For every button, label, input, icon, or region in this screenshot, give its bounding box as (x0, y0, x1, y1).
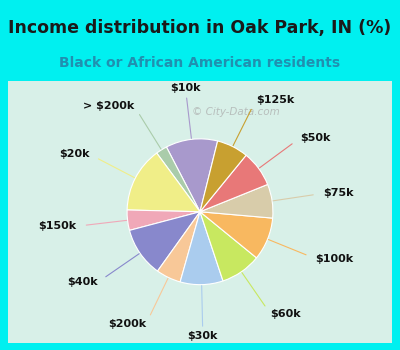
Text: $75k: $75k (323, 188, 354, 198)
Wedge shape (200, 212, 273, 258)
Wedge shape (200, 141, 246, 212)
Text: $125k: $125k (256, 96, 294, 105)
Wedge shape (166, 139, 218, 212)
Wedge shape (127, 210, 200, 230)
Text: Income distribution in Oak Park, IN (%): Income distribution in Oak Park, IN (%) (8, 19, 392, 37)
Text: $50k: $50k (300, 133, 330, 143)
Wedge shape (200, 155, 268, 212)
Text: $100k: $100k (315, 253, 354, 264)
Text: $60k: $60k (271, 309, 301, 319)
Text: $30k: $30k (188, 331, 218, 341)
Wedge shape (130, 212, 200, 271)
Wedge shape (200, 212, 256, 281)
Text: $20k: $20k (59, 149, 90, 159)
Wedge shape (180, 212, 223, 285)
Text: $200k: $200k (108, 319, 146, 329)
Text: © City-Data.com: © City-Data.com (192, 107, 280, 117)
Text: Black or African American residents: Black or African American residents (60, 56, 340, 70)
Wedge shape (158, 212, 200, 282)
Text: $150k: $150k (38, 221, 76, 231)
Wedge shape (127, 153, 200, 212)
Text: > $200k: > $200k (83, 101, 134, 111)
Wedge shape (200, 184, 273, 218)
Text: $10k: $10k (170, 83, 201, 93)
Text: $40k: $40k (67, 278, 98, 287)
Wedge shape (157, 147, 200, 212)
